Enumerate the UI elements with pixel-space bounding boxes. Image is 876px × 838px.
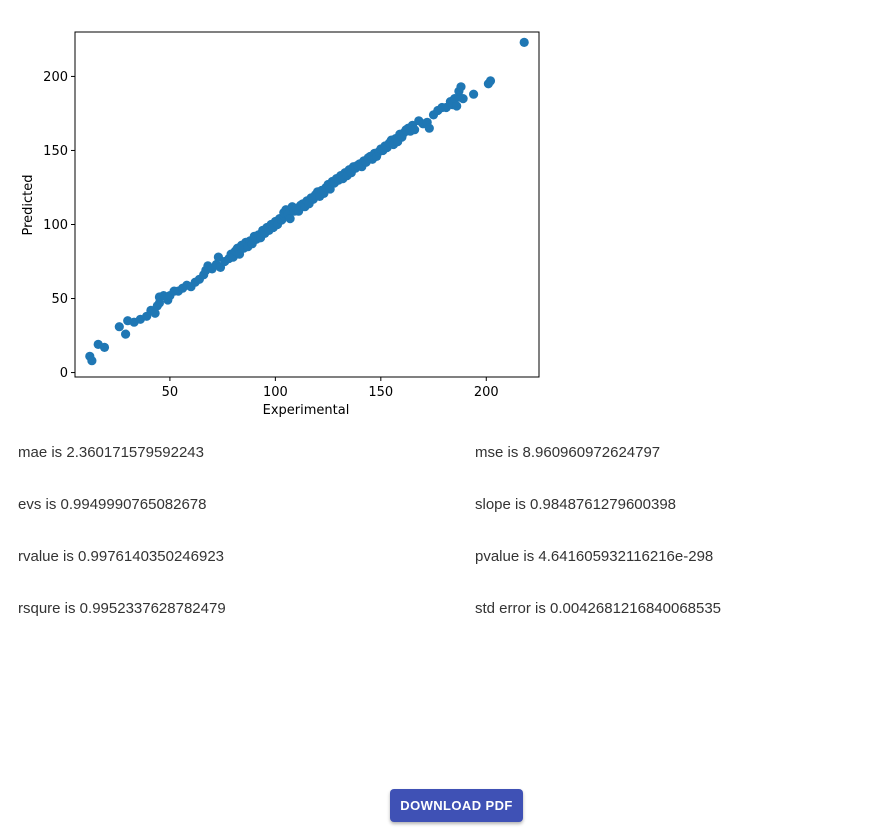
stat-slope: slope is 0.9848761279600398 (475, 496, 677, 513)
x-axis-label: Experimental (263, 403, 350, 418)
y-tick-label: 200 (43, 70, 68, 85)
y-tick-label: 150 (43, 144, 68, 159)
data-point (150, 308, 160, 318)
data-point (424, 123, 434, 133)
stat-std-error: std error is 0.0042681216840068535 (475, 600, 722, 617)
axis-ticks: 50 100 150 200 0 50 100 150 200 (43, 70, 499, 400)
data-point (452, 101, 462, 111)
x-tick-label: 100 (263, 385, 288, 400)
data-point (458, 94, 468, 104)
data-points (85, 37, 529, 366)
data-point (87, 356, 97, 366)
y-axis-label: Predicted (21, 174, 36, 235)
y-tick-label: 0 (60, 366, 68, 381)
stat-pvalue: pvalue is 4.641605932116216e-298 (475, 548, 714, 565)
data-point (114, 322, 124, 332)
data-point (469, 89, 479, 99)
x-tick-label: 150 (368, 385, 393, 400)
data-point (485, 76, 496, 86)
x-tick-label: 50 (162, 385, 179, 400)
scatter-plot: 50 100 150 200 0 50 100 150 200 Experimental Pre… (21, 31, 540, 418)
data-point (410, 125, 420, 135)
data-point (99, 342, 110, 352)
y-tick-label: 100 (43, 218, 68, 233)
stat-evs: evs is 0.9949990765082678 (18, 496, 207, 513)
data-point (285, 214, 295, 224)
stat-mae: mae is 2.360171579592243 (18, 444, 204, 461)
download-pdf-button[interactable]: DOWNLOAD PDF (390, 789, 523, 822)
data-point (456, 82, 466, 92)
y-tick-label: 50 (51, 292, 68, 307)
data-point (121, 329, 131, 339)
stat-rsqure: rsqure is 0.9952337628782479 (18, 600, 226, 617)
stat-mse: mse is 8.960960972624797 (475, 444, 661, 461)
x-tick-label: 200 (474, 385, 499, 400)
data-point (519, 37, 529, 48)
stat-rvalue: rvalue is 0.9976140350246923 (18, 548, 225, 565)
